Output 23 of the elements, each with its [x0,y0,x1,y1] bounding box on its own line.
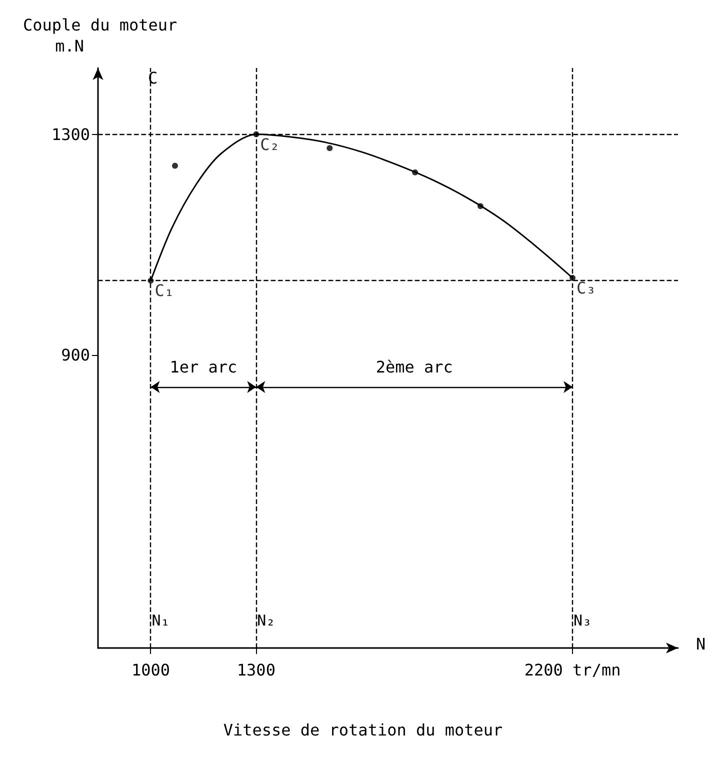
ref-line-label: N₂ [257,612,276,630]
x-tick-label: 2200 tr/mn [524,660,621,680]
point [412,169,418,176]
annotation: C₂ [260,134,280,154]
x-tick-label: 1000 [131,660,170,680]
ref-line-label: N₃ [574,612,592,630]
annotation: C₃ [576,278,596,298]
point [253,131,260,138]
point [570,274,576,281]
annotation: 2ème arc [376,358,453,376]
y-axis-title: m.N [55,36,84,56]
text: N [696,634,706,654]
ref-line-label: N₁ [152,612,170,630]
point [172,162,178,169]
point [477,203,484,210]
x-axis-title: Vitesse de rotation du moteur [223,720,504,740]
chart-title: Couple du moteur [23,16,178,34]
annotation: C₁ [154,281,174,300]
annotation: 1er arc [170,358,238,376]
y-tick-label: 900 [61,346,90,365]
point [148,278,154,284]
point [326,145,333,152]
x-tick-label: 1300 [236,660,276,680]
